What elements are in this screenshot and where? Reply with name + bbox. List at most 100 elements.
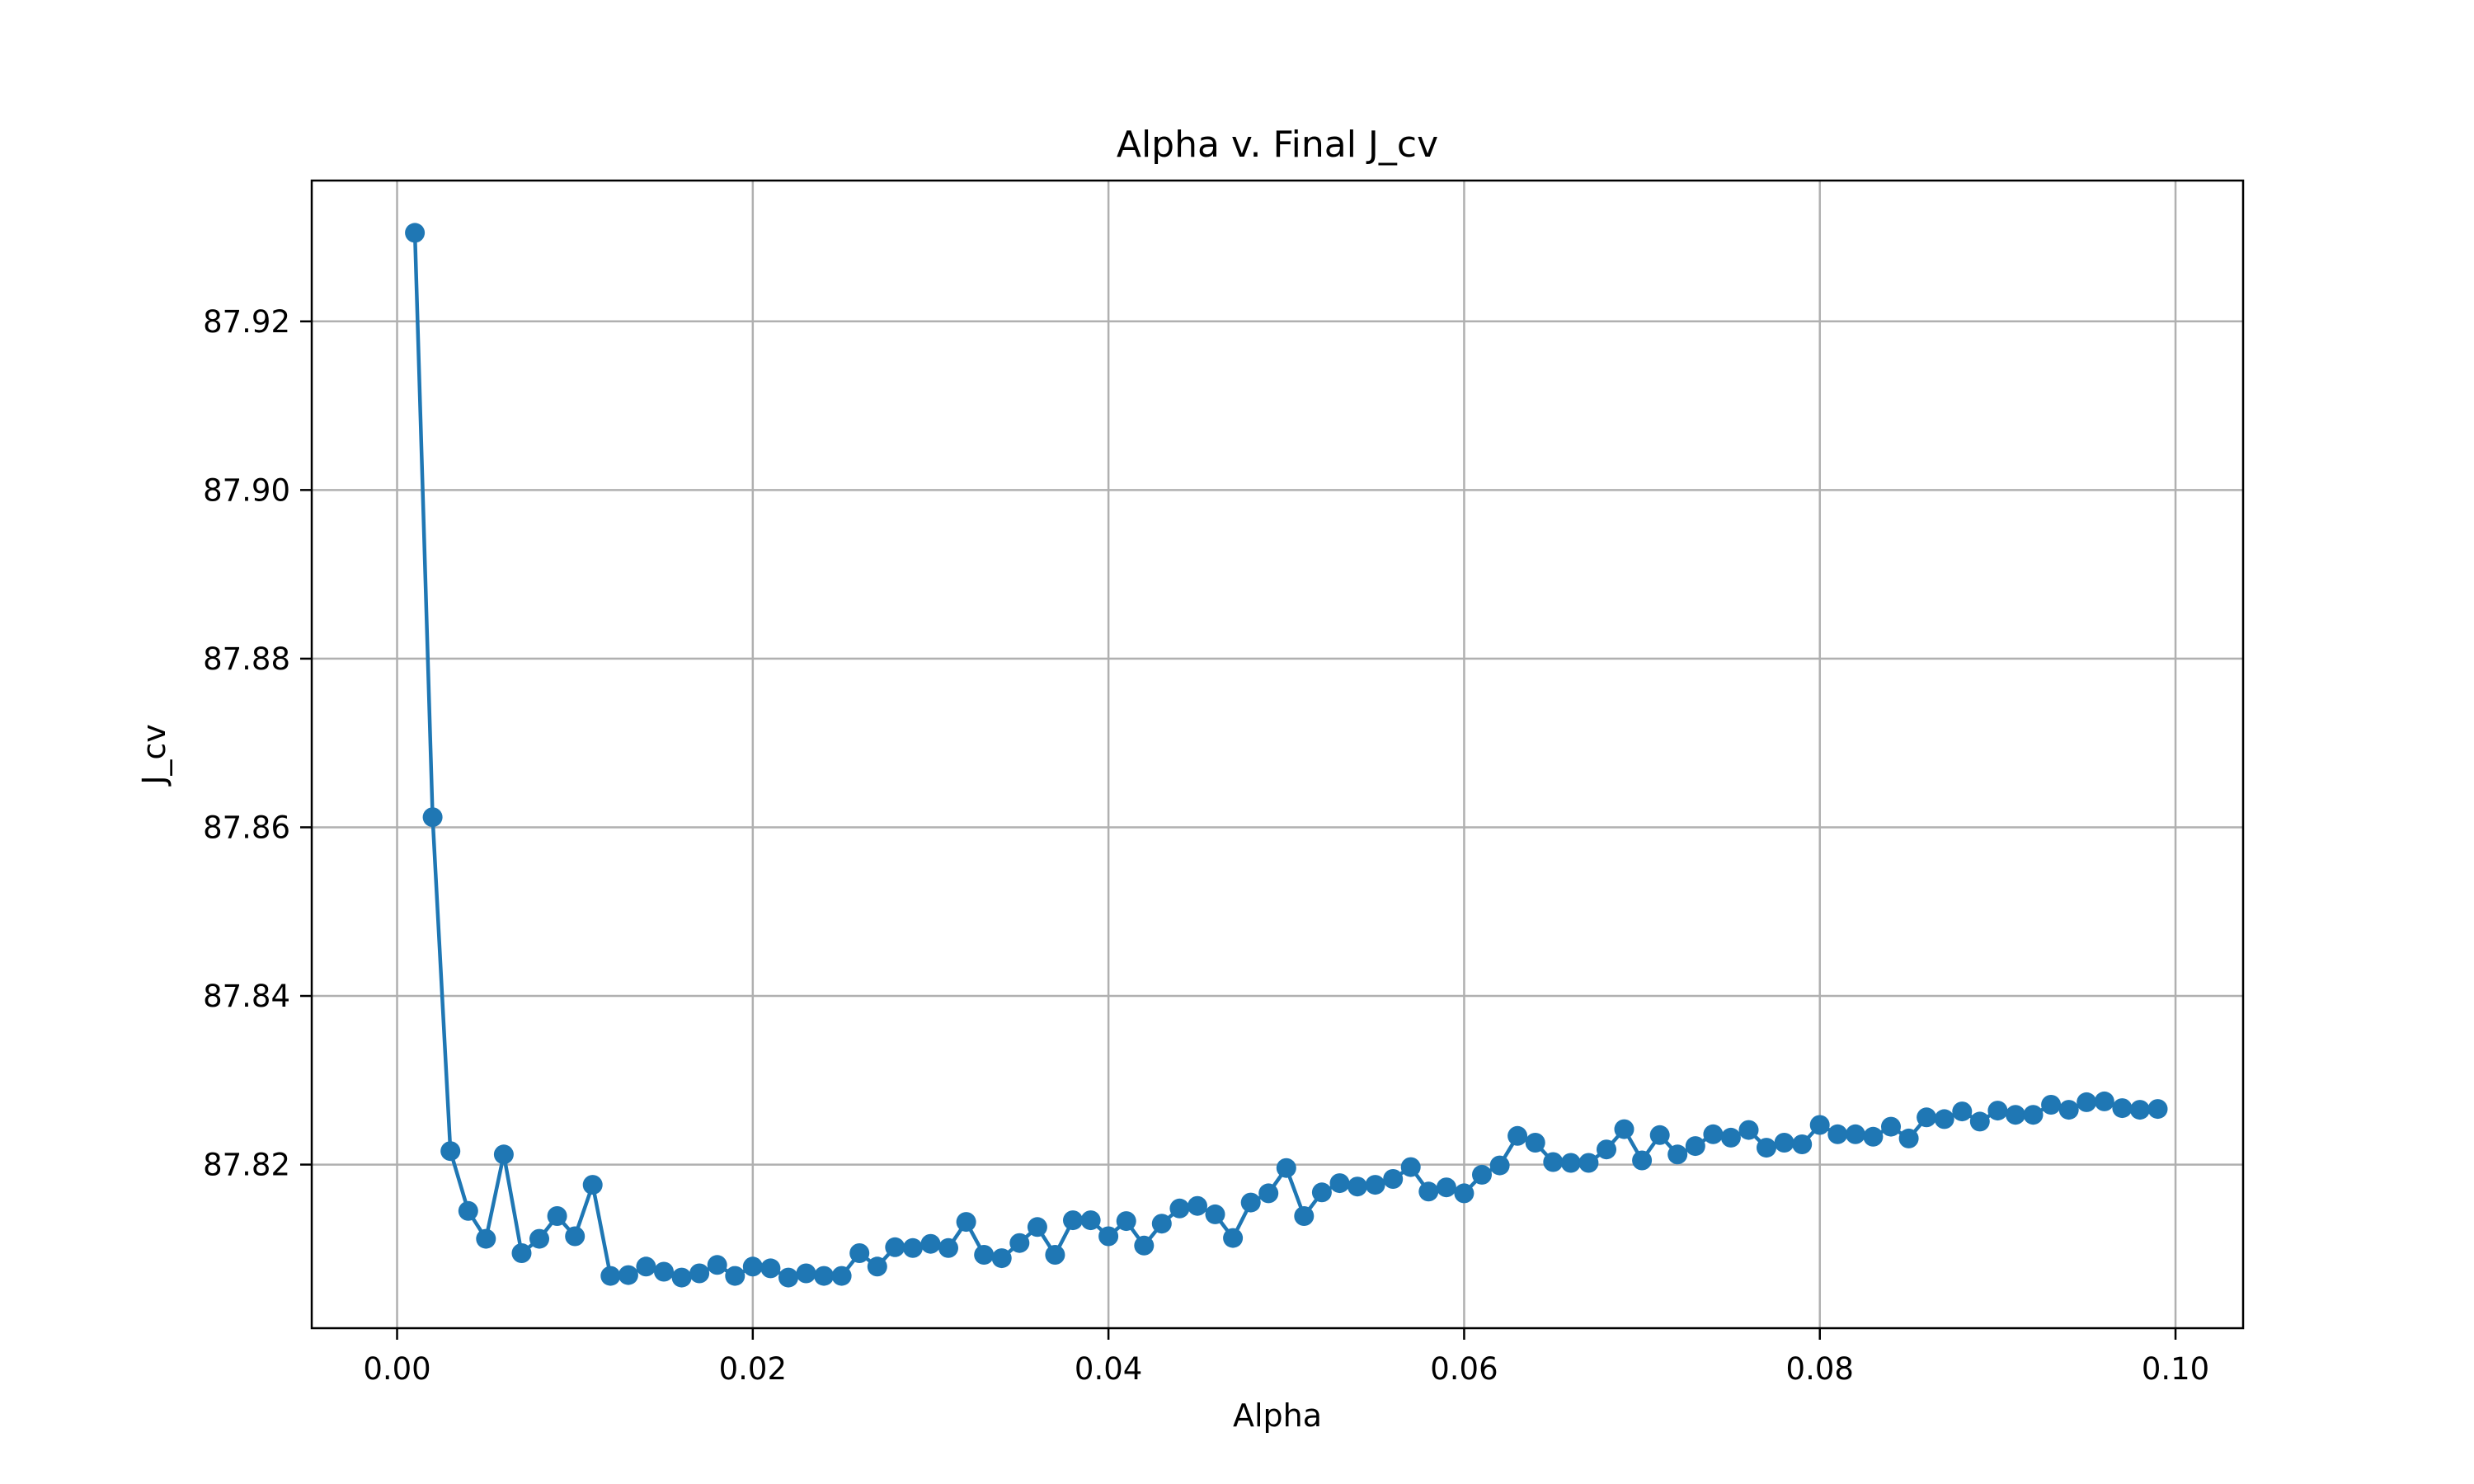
grid bbox=[312, 181, 2243, 1328]
data-point bbox=[618, 1265, 638, 1285]
data-point bbox=[1917, 1107, 1937, 1128]
data-point bbox=[689, 1263, 710, 1284]
data-point bbox=[1809, 1115, 1830, 1135]
data-point bbox=[1845, 1124, 1865, 1144]
data-point bbox=[1188, 1195, 1207, 1216]
data-point bbox=[565, 1226, 586, 1247]
data-point bbox=[1205, 1204, 1225, 1224]
data-point bbox=[440, 1141, 461, 1162]
data-point bbox=[1597, 1139, 1616, 1160]
data-point bbox=[654, 1261, 674, 1282]
data-point bbox=[1507, 1125, 1528, 1146]
y-tick-label: 87.82 bbox=[203, 1148, 290, 1183]
axis-ticks: 0.00 0.02 0.04 0.06 0.08 0.10 87.82 87.84 87.86 8… bbox=[203, 304, 2209, 1387]
data-point bbox=[849, 1243, 870, 1263]
data-point bbox=[1098, 1226, 1119, 1247]
data-point bbox=[1383, 1169, 1404, 1189]
data-point bbox=[742, 1256, 763, 1277]
data-point bbox=[1757, 1138, 1776, 1158]
data-point bbox=[1863, 1126, 1884, 1147]
data-point bbox=[1720, 1127, 1741, 1148]
data-point bbox=[1525, 1133, 1545, 1153]
data-point bbox=[1436, 1177, 1456, 1198]
data-point bbox=[1169, 1198, 1190, 1219]
x-tick-label: 0.10 bbox=[2142, 1351, 2209, 1387]
data-point bbox=[2077, 1092, 2097, 1112]
data-point bbox=[1276, 1158, 1296, 1178]
data-point bbox=[1952, 1101, 1973, 1122]
data-point bbox=[2094, 1091, 2114, 1111]
data-point bbox=[1454, 1183, 1475, 1204]
data-point bbox=[529, 1228, 549, 1249]
data-point bbox=[1632, 1150, 1653, 1171]
data-point bbox=[671, 1267, 692, 1288]
data-point bbox=[1080, 1210, 1101, 1231]
data-point bbox=[1240, 1192, 1261, 1213]
x-axis-label: Alpha bbox=[1233, 1397, 1322, 1434]
data-point bbox=[1649, 1125, 1670, 1145]
y-tick-label: 87.92 bbox=[203, 304, 290, 340]
data-point bbox=[814, 1266, 835, 1286]
data-point bbox=[778, 1267, 798, 1288]
data-point bbox=[1560, 1153, 1581, 1173]
data-point bbox=[600, 1266, 621, 1286]
data-point bbox=[1898, 1128, 1919, 1148]
data-point bbox=[1329, 1173, 1350, 1194]
data-point bbox=[938, 1237, 958, 1258]
data-point bbox=[920, 1233, 941, 1254]
data-point bbox=[2006, 1105, 2025, 1125]
data-point bbox=[796, 1263, 816, 1284]
data-point bbox=[1311, 1182, 1332, 1203]
y-tick-label: 87.90 bbox=[203, 472, 290, 508]
data-point bbox=[1578, 1153, 1599, 1173]
x-tick-label: 0.04 bbox=[1075, 1351, 1142, 1387]
data-point bbox=[1987, 1101, 2008, 1121]
data-point bbox=[547, 1206, 567, 1226]
data-point bbox=[1667, 1144, 1688, 1165]
data-point bbox=[867, 1256, 887, 1277]
data-point bbox=[458, 1200, 478, 1221]
data-point bbox=[1703, 1124, 1724, 1144]
data-point bbox=[493, 1144, 514, 1165]
y-tick-label: 87.86 bbox=[203, 810, 290, 845]
plot-frame bbox=[310, 179, 2245, 1330]
data-point bbox=[2147, 1099, 2168, 1120]
data-point bbox=[1418, 1181, 1439, 1202]
data-point bbox=[1881, 1116, 1901, 1137]
data-point bbox=[2023, 1105, 2044, 1125]
data-point bbox=[636, 1256, 656, 1277]
y-tick-label: 87.88 bbox=[203, 641, 290, 677]
data-point bbox=[707, 1255, 727, 1275]
data-point bbox=[2129, 1100, 2150, 1120]
x-tick-label: 0.06 bbox=[1430, 1351, 1498, 1387]
data-point bbox=[1063, 1210, 1083, 1231]
data-point bbox=[1400, 1157, 1421, 1177]
data-point bbox=[422, 807, 443, 828]
data-point bbox=[1489, 1155, 1510, 1176]
data-point bbox=[582, 1175, 603, 1195]
data-point bbox=[1223, 1228, 1244, 1248]
data-point bbox=[1472, 1164, 1492, 1185]
x-tick-label: 0.02 bbox=[719, 1351, 787, 1387]
data-point bbox=[1365, 1175, 1385, 1195]
data-point bbox=[956, 1212, 976, 1233]
data-point bbox=[974, 1245, 995, 1265]
data-point bbox=[1685, 1136, 1705, 1157]
data-point bbox=[1348, 1176, 1367, 1197]
data-point bbox=[1294, 1206, 1315, 1226]
data-point bbox=[1774, 1133, 1794, 1153]
data-point bbox=[476, 1228, 496, 1249]
data-point bbox=[1543, 1152, 1564, 1172]
data-point bbox=[1934, 1109, 1954, 1129]
data-point bbox=[1134, 1235, 1155, 1256]
data-point bbox=[1792, 1134, 1813, 1154]
data-point bbox=[1009, 1233, 1030, 1253]
x-tick-label: 0.08 bbox=[1786, 1351, 1854, 1387]
data-point bbox=[2112, 1098, 2133, 1119]
y-axis-label: J_cv bbox=[136, 724, 172, 787]
data-point bbox=[760, 1258, 781, 1279]
data-point bbox=[1027, 1217, 1047, 1237]
data-point bbox=[902, 1237, 923, 1258]
data-point bbox=[2058, 1100, 2079, 1120]
